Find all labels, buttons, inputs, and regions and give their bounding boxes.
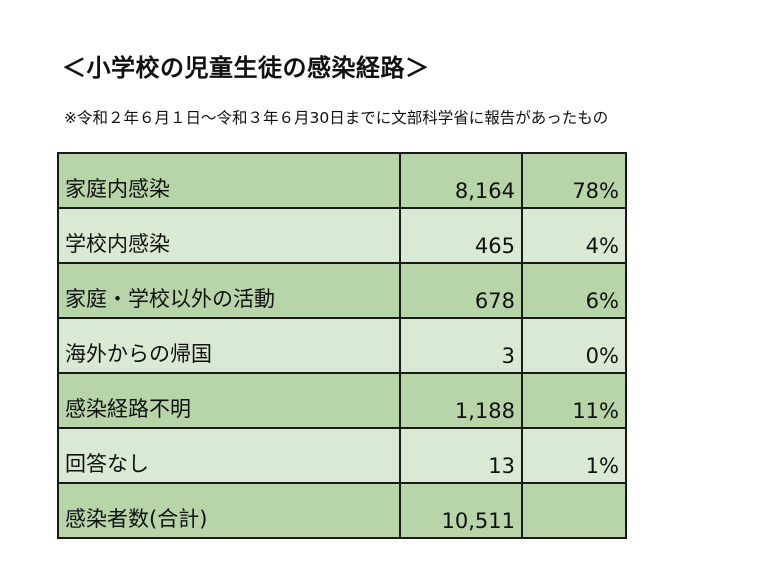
table-row: 家庭内感染 8,164 78% xyxy=(57,152,627,209)
route-label: 家庭内感染 xyxy=(57,152,401,209)
infection-route-table: 家庭内感染 8,164 78% 学校内感染 465 4% 家庭・学校以外の活動 … xyxy=(57,152,627,539)
route-percent: 78% xyxy=(521,152,627,209)
total-label: 感染者数(合計) xyxy=(57,482,401,539)
route-percent: 0% xyxy=(521,317,627,374)
route-count: 8,164 xyxy=(399,152,523,209)
period-note: ※令和２年６月１日～令和３年６月30日までに文部科学省に報告があったもの xyxy=(64,109,609,127)
table-row: 感染経路不明 1,188 11% xyxy=(57,372,627,429)
route-count: 1,188 xyxy=(399,372,523,429)
route-label: 学校内感染 xyxy=(57,207,401,264)
route-percent: 4% xyxy=(521,207,627,264)
table-row: 家庭・学校以外の活動 678 6% xyxy=(57,262,627,319)
table-row: 学校内感染 465 4% xyxy=(57,207,627,264)
route-percent: 11% xyxy=(521,372,627,429)
total-percent xyxy=(521,482,627,539)
route-percent: 6% xyxy=(521,262,627,319)
route-label: 海外からの帰国 xyxy=(57,317,401,374)
total-count: 10,511 xyxy=(399,482,523,539)
total-row: 感染者数(合計) 10,511 xyxy=(57,482,627,539)
route-percent: 1% xyxy=(521,427,627,484)
route-count: 678 xyxy=(399,262,523,319)
route-count: 465 xyxy=(399,207,523,264)
route-count: 13 xyxy=(399,427,523,484)
page-title: ＜小学校の児童生徒の感染経路＞ xyxy=(62,54,430,82)
route-label: 回答なし xyxy=(57,427,401,484)
route-label: 感染経路不明 xyxy=(57,372,401,429)
route-label: 家庭・学校以外の活動 xyxy=(57,262,401,319)
route-count: 3 xyxy=(399,317,523,374)
table-row: 回答なし 13 1% xyxy=(57,427,627,484)
table-row: 海外からの帰国 3 0% xyxy=(57,317,627,374)
